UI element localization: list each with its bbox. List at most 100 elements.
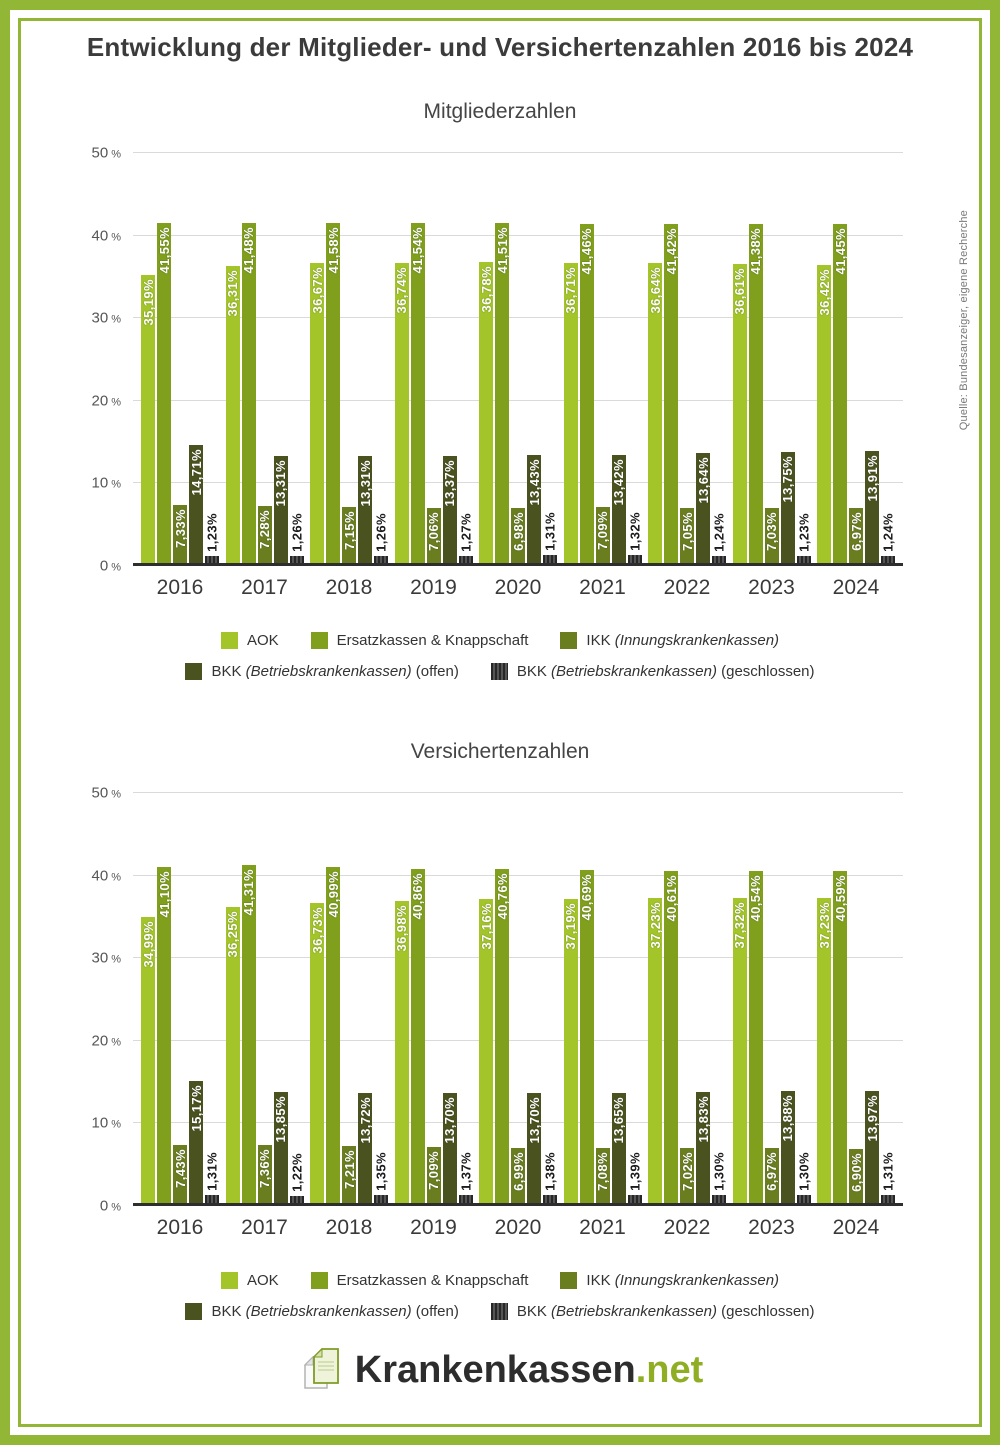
legend-item-bkk-geschlossen: BKK (Betriebskrankenkassen) (geschlossen… [490,663,815,680]
bar-value-label: 1,24% [880,512,896,552]
gridline [133,152,903,153]
y-tick-unit: % [111,1201,121,1214]
bar-ikk-2020: 6,99% [511,1148,526,1206]
bar-value-label: 13,70% [526,1096,542,1144]
gridline [133,957,903,959]
y-tick-unit: % [111,148,121,161]
bar-group-2016: 35,19% 41,55% 7,33% 14,71% 1,23% [140,153,220,566]
bar-value-label: 36,74% [394,266,409,314]
x-axis-line [133,563,903,566]
y-tick-value: 40 [91,867,109,885]
bar-group-2020: 36,78% 41,51% 6,98% 13,43% 1,31% [479,153,558,566]
bar-bkk-geschlossen-2019: 1,27% [458,513,473,566]
bar-value-label: 6,97% [848,512,864,552]
bar-group-2021: 36,71% 41,46% 7,09% 13,42% 1,32% [563,153,642,566]
y-tick-label: 10% [92,1116,121,1131]
gridline [133,1039,903,1041]
chart-versichertenzahlen: Versichertenzahlen 0% 10% 20% 30% 40% 50% 34,… [10,740,990,1350]
y-tick-unit: % [111,1036,121,1049]
y-tick-label: 20% [92,1033,121,1048]
bar-value-label: 41,10% [156,870,172,918]
bar-bkk-offen-2016: 15,17% [189,1080,204,1206]
legend-swatch [185,663,203,680]
bar-value-label: 13,31% [273,460,288,507]
bar-bkk-geschlossen-2020: 1,38% [543,1152,558,1206]
bar-bkk-offen-2018: 13,31% [357,456,373,566]
bar-group-2023: 36,61% 41,38% 7,03% 13,75% 1,23% [732,153,811,566]
y-tick-label: 20% [92,393,121,408]
bar-value-label: 13,31% [357,460,373,507]
bar-bkk-geschlossen-2018: 1,26% [374,513,389,566]
bar-aok-2019: 36,98% [394,900,409,1206]
bar-value-label: 36,42% [816,269,832,316]
bar-value-label: 1,30% [796,1152,811,1192]
bar-group-2018: 36,73% 40,99% 7,21% 13,72% 1,35% [310,793,389,1206]
bar-bkk-geschlossen-2024: 1,31% [881,1152,896,1206]
legend-label: BKK (Betriebskrankenkassen) (offen) [211,663,459,680]
bar-value-label: 37,23% [647,902,663,949]
bar-ersatzkassen-2017: 41,31% [241,864,256,1206]
bar-value-label: 1,26% [289,512,304,552]
x-tick-label-2022: 2022 [663,576,711,599]
bar-value-label: 41,45% [832,227,848,275]
legend-label: AOK [246,1272,279,1289]
bar-value-label: 13,64% [695,457,711,504]
legend-row: AOK Ersatzkassen & Knappschaft IKK (Innung… [10,632,990,649]
bar-group-2023: 37,32% 40,54% 6,97% 13,88% 1,30% [732,793,811,1206]
x-tick-label-2016: 2016 [156,576,204,599]
bar-bkk-geschlossen-2024: 1,24% [881,513,896,566]
bar-value-label: 37,32% [732,901,747,949]
bar-ersatzkassen-2022: 41,42% [664,223,679,566]
bar-ersatzkassen-2022: 40,61% [664,870,679,1206]
x-tick-label-2023: 2023 [748,1216,795,1239]
bar-value-label: 36,31% [225,270,240,317]
y-tick-value: 40 [91,227,109,245]
bar-value-label: 1,24% [711,512,727,552]
bar-value-label: 1,39% [627,1151,642,1191]
bar-ersatzkassen-2019: 41,54% [410,222,425,566]
bar-value-label: 36,71% [563,266,578,314]
bar-value-label: 41,38% [748,228,763,275]
y-tick-unit: % [111,1118,121,1131]
y-tick-label: 30% [92,311,121,326]
bar-bkk-geschlossen-2017: 1,26% [289,513,304,566]
bar-value-label: 37,23% [816,902,832,949]
bar-bkk-offen-2017: 13,31% [273,456,288,566]
plot-area: 0% 10% 20% 30% 40% 50% 34,99% 41,10% 7,43% 15,17… [92,786,903,1214]
bar-value-label: 6,90% [848,1153,864,1192]
bar-ikk-2018: 7,15% [342,506,357,566]
legend-swatch [220,632,238,649]
legend-item-ersatzkassen: Ersatzkassen & Knappschaft [310,1272,529,1289]
bar-group-2017: 36,31% 41,48% 7,28% 13,31% 1,26% [225,153,304,566]
bar-value-label: 35,19% [140,279,156,326]
bar-aok-2016: 35,19% [140,275,156,566]
page-title: Entwicklung der Mitglieder- und Versiche… [86,32,914,62]
bar-ersatzkassen-2019: 40,86% [410,868,425,1206]
bar-bkk-geschlossen-2016: 1,31% [205,1152,220,1206]
bar-value-label: 13,70% [442,1096,457,1144]
bar-group-2024: 36,42% 41,45% 6,97% 13,91% 1,24% [816,153,896,566]
bar-bkk-offen-2018: 13,72% [358,1092,373,1206]
bar-value-label: 7,36% [257,1149,272,1189]
gridline [133,792,903,793]
legend-label: Ersatzkassen & Knappschaft [336,1272,529,1289]
bar-value-label: 1,37% [458,1151,473,1191]
bar-value-label: 41,46% [579,227,594,275]
bar-ersatzkassen-2023: 40,54% [748,871,763,1206]
bar-value-label: 1,27% [458,512,473,552]
bar-ikk-2024: 6,90% [848,1149,864,1206]
bar-bkk-offen-2023: 13,75% [780,452,795,566]
bar-ikk-2023: 7,03% [764,507,779,566]
legend-label: BKK (Betriebskrankenkassen) (offen) [211,1303,459,1320]
bar-value-label: 13,75% [780,456,795,503]
bar-group-2022: 37,23% 40,61% 7,02% 13,83% 1,30% [647,793,727,1206]
bar-bkk-offen-2021: 13,42% [611,455,626,566]
bar-value-label: 13,43% [526,459,542,506]
bar-ikk-2019: 7,06% [426,507,441,566]
gridlines: 0% 10% 20% 30% 40% 50% [92,146,903,574]
bar-group-2019: 36,98% 40,86% 7,09% 13,70% 1,37% [394,793,473,1206]
gridline [133,874,903,876]
bar-value-label: 7,33% [172,509,188,549]
bar-aok-2024: 36,42% [816,265,832,566]
x-tick-label-2017: 2017 [241,1216,288,1239]
